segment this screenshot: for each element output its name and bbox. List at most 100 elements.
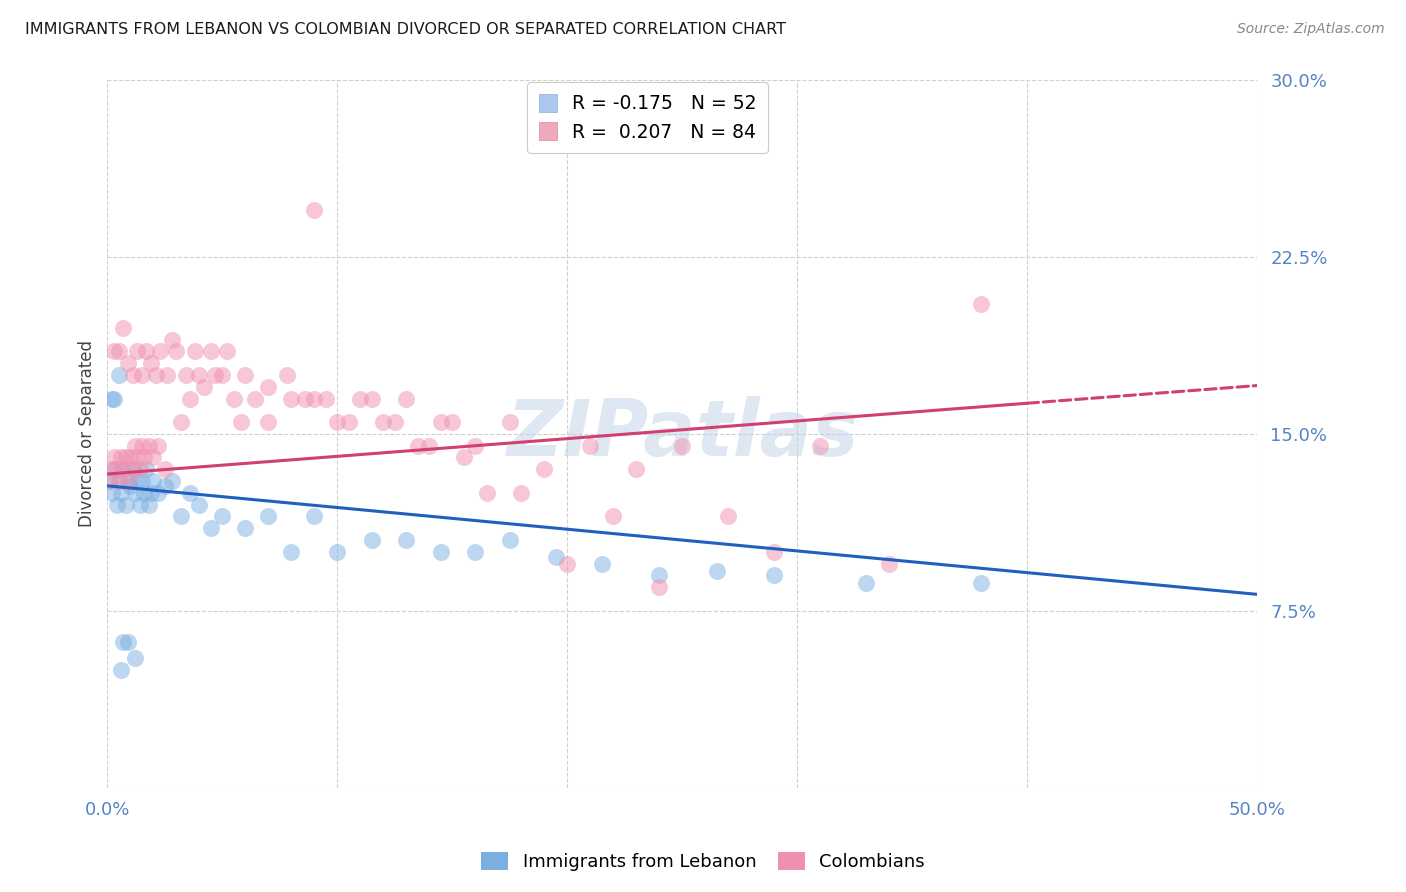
Point xyxy=(648,580,671,594)
Point xyxy=(430,545,453,559)
Point xyxy=(124,651,146,665)
Point xyxy=(165,344,187,359)
Point xyxy=(337,415,360,429)
Text: Source: ZipAtlas.com: Source: ZipAtlas.com xyxy=(1237,22,1385,37)
Point xyxy=(395,392,418,406)
Point xyxy=(591,557,613,571)
Point xyxy=(110,486,132,500)
Point xyxy=(146,486,169,500)
Point xyxy=(124,486,146,500)
Point xyxy=(110,450,132,465)
Point xyxy=(117,474,139,488)
Point xyxy=(229,415,252,429)
Point xyxy=(138,498,160,512)
Point xyxy=(211,509,233,524)
Point xyxy=(349,392,371,406)
Point xyxy=(235,368,257,382)
Point xyxy=(326,415,349,429)
Point xyxy=(134,450,156,465)
Point xyxy=(101,486,124,500)
Point xyxy=(153,479,176,493)
Point xyxy=(193,380,215,394)
Point xyxy=(134,486,156,500)
Point xyxy=(257,415,280,429)
Point xyxy=(304,202,326,217)
Point xyxy=(156,368,179,382)
Point xyxy=(112,462,135,476)
Point xyxy=(304,509,326,524)
Point xyxy=(510,486,533,500)
Point xyxy=(139,486,162,500)
Point xyxy=(101,462,124,476)
Point xyxy=(970,575,993,590)
Point xyxy=(146,439,169,453)
Point xyxy=(127,450,149,465)
Point xyxy=(188,368,211,382)
Point xyxy=(555,557,578,571)
Point xyxy=(105,462,128,476)
Point xyxy=(808,439,831,453)
Point xyxy=(280,545,302,559)
Point xyxy=(131,474,153,488)
Legend: R = -0.175   N = 52, R =  0.207   N = 84: R = -0.175 N = 52, R = 0.207 N = 84 xyxy=(527,82,768,153)
Point xyxy=(257,380,280,394)
Point xyxy=(110,663,132,677)
Point xyxy=(117,474,139,488)
Point xyxy=(108,344,131,359)
Point xyxy=(243,392,266,406)
Point xyxy=(326,545,349,559)
Point xyxy=(499,415,522,429)
Point xyxy=(544,549,567,564)
Point xyxy=(188,498,211,512)
Point xyxy=(142,474,165,488)
Point xyxy=(763,568,786,582)
Point xyxy=(105,498,128,512)
Point xyxy=(464,545,486,559)
Point xyxy=(395,533,418,547)
Point xyxy=(200,344,222,359)
Point xyxy=(117,356,139,370)
Point xyxy=(648,568,671,582)
Point xyxy=(174,368,197,382)
Point xyxy=(131,439,153,453)
Point xyxy=(204,368,226,382)
Point xyxy=(373,415,395,429)
Point xyxy=(135,462,157,476)
Point xyxy=(464,439,486,453)
Point xyxy=(179,486,201,500)
Point xyxy=(276,368,298,382)
Point xyxy=(103,462,125,476)
Point xyxy=(117,634,139,648)
Point xyxy=(453,450,475,465)
Point xyxy=(315,392,337,406)
Point xyxy=(235,521,257,535)
Point xyxy=(128,462,150,476)
Y-axis label: Divorced or Separated: Divorced or Separated xyxy=(79,341,96,527)
Point xyxy=(98,474,121,488)
Point xyxy=(127,344,149,359)
Point xyxy=(671,439,693,453)
Point xyxy=(717,509,740,524)
Point xyxy=(706,564,728,578)
Point xyxy=(128,498,150,512)
Point xyxy=(222,392,245,406)
Point xyxy=(103,344,125,359)
Point xyxy=(124,439,146,453)
Point xyxy=(304,392,326,406)
Point xyxy=(215,344,238,359)
Point xyxy=(139,356,162,370)
Point xyxy=(112,462,135,476)
Point xyxy=(280,392,302,406)
Point xyxy=(101,392,124,406)
Point xyxy=(499,533,522,547)
Legend: Immigrants from Lebanon, Colombians: Immigrants from Lebanon, Colombians xyxy=(474,846,932,879)
Point xyxy=(855,575,877,590)
Point xyxy=(626,462,648,476)
Point xyxy=(184,344,207,359)
Point xyxy=(121,368,143,382)
Point xyxy=(179,392,201,406)
Point xyxy=(170,415,193,429)
Point xyxy=(108,368,131,382)
Point xyxy=(160,333,183,347)
Point xyxy=(360,392,382,406)
